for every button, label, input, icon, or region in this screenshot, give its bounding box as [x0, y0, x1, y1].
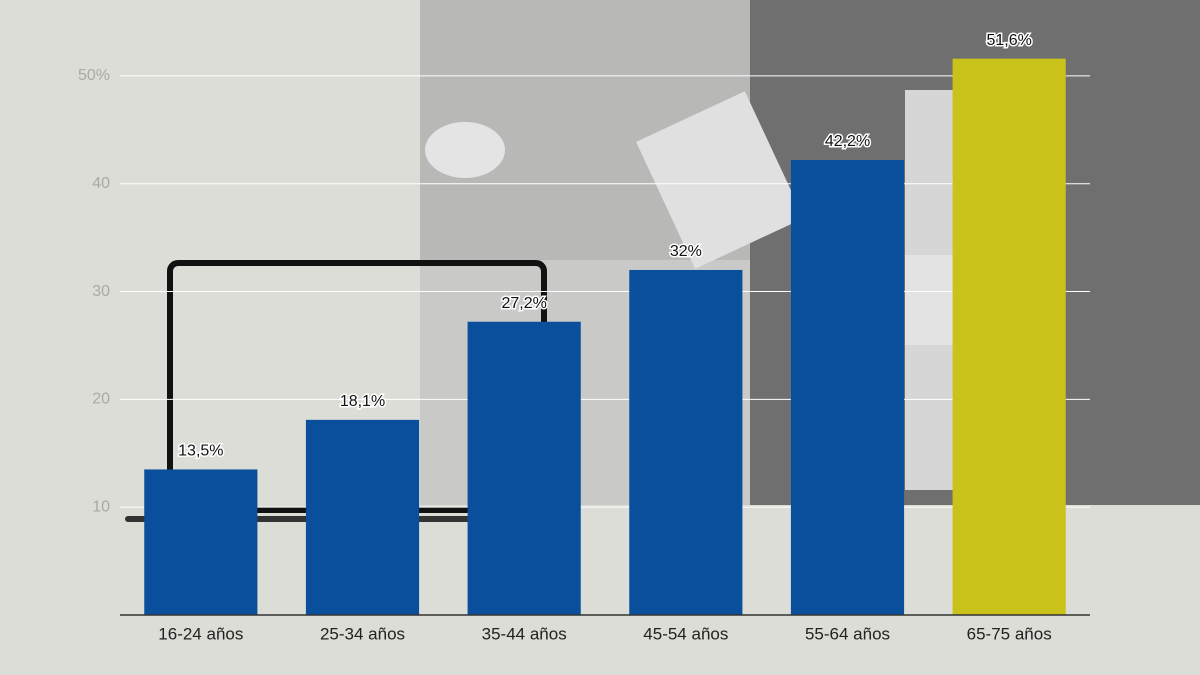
value-label: 13,5%	[178, 443, 223, 460]
x-tick-label: 55-64 años	[805, 624, 890, 643]
value-label: 42,2%	[825, 133, 870, 150]
x-tick-label: 35-44 años	[482, 624, 567, 643]
x-tick-label: 25-34 años	[320, 624, 405, 643]
y-tick-label: 20	[92, 391, 110, 408]
x-tick-label: 16-24 años	[158, 624, 243, 643]
value-label: 27,2%	[501, 295, 546, 312]
bar	[629, 269, 743, 615]
x-tick-label: 65-75 años	[967, 624, 1052, 643]
bar	[144, 469, 258, 615]
bar	[790, 160, 905, 616]
y-tick-label: 30	[92, 283, 110, 300]
y-tick-label: 50%	[78, 67, 110, 84]
bar	[467, 321, 581, 615]
value-label: 51,6%	[986, 32, 1031, 49]
x-tick-label: 45-54 años	[643, 624, 728, 643]
bar	[952, 58, 1066, 615]
y-tick-label: 40	[92, 175, 110, 192]
value-label: 32%	[670, 243, 702, 260]
value-label: 18,1%	[340, 393, 385, 410]
bar	[305, 419, 420, 615]
y-tick-label: 10	[92, 498, 110, 515]
